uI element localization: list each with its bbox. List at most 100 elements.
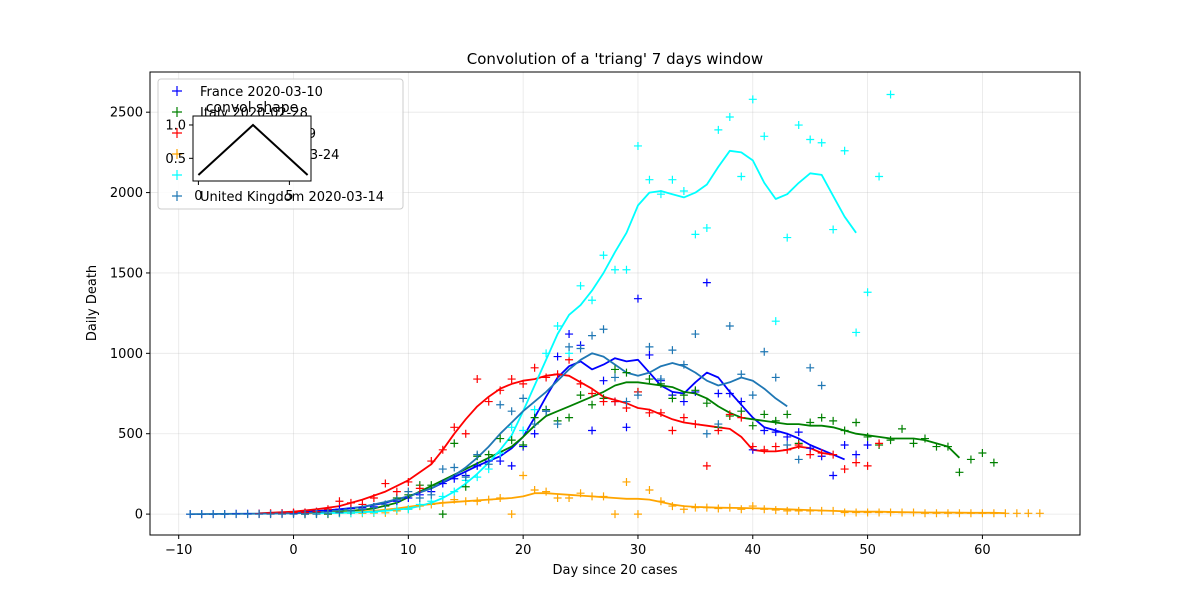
data-point — [507, 407, 516, 416]
data-point — [783, 410, 792, 419]
data-point — [599, 492, 608, 501]
data-point — [806, 418, 815, 427]
data-point — [278, 510, 287, 519]
data-point — [737, 370, 746, 379]
data-point — [369, 494, 378, 503]
y-tick-label: 1500 — [110, 266, 143, 281]
data-point — [553, 494, 562, 503]
data-point — [679, 391, 688, 400]
y-tick-label: 500 — [118, 427, 143, 442]
data-point — [232, 510, 241, 519]
data-point — [668, 175, 677, 184]
data-point — [530, 485, 539, 494]
data-point — [622, 423, 631, 432]
inset-triangle — [197, 123, 309, 176]
data-point — [633, 141, 642, 150]
data-point — [576, 344, 585, 353]
data-point — [875, 172, 884, 181]
data-point — [484, 495, 493, 504]
data-point — [645, 485, 654, 494]
data-point — [588, 331, 597, 340]
data-point — [392, 495, 401, 504]
data-point — [702, 429, 711, 438]
data-point — [668, 394, 677, 403]
data-point — [484, 460, 493, 469]
data-point — [702, 503, 711, 512]
data-point — [783, 506, 792, 515]
data-point — [450, 474, 459, 483]
data-point — [943, 442, 952, 451]
data-point — [737, 172, 746, 181]
data-point — [863, 432, 872, 441]
data-point — [702, 223, 711, 232]
data-point — [461, 497, 470, 506]
data-point — [404, 487, 413, 496]
data-point — [771, 317, 780, 326]
data-point — [530, 420, 539, 429]
data-point — [645, 408, 654, 417]
data-point — [714, 420, 723, 429]
data-point — [507, 461, 516, 470]
data-point — [863, 461, 872, 470]
data-point — [668, 346, 677, 355]
data-point — [611, 373, 619, 382]
data-point — [507, 423, 516, 432]
data-point — [829, 416, 838, 425]
data-point — [542, 487, 551, 496]
data-point — [450, 463, 459, 472]
legend-marker — [172, 86, 182, 96]
legend-label: France 2020-03-10 — [200, 85, 323, 100]
legend-marker — [172, 191, 182, 201]
y-tick-label: 2000 — [110, 186, 143, 201]
data-point — [702, 399, 711, 408]
legend-marker — [172, 170, 182, 180]
data-point — [450, 487, 459, 496]
data-point — [691, 330, 700, 339]
data-point — [484, 397, 493, 406]
inset-y-tick-label: 1.0 — [165, 118, 186, 133]
data-point — [817, 413, 826, 422]
data-point — [209, 510, 218, 519]
data-point — [863, 508, 872, 517]
data-point — [794, 428, 803, 437]
data-point — [496, 400, 505, 409]
data-point — [645, 342, 654, 351]
data-point — [806, 450, 815, 459]
data-point — [461, 429, 470, 438]
legend-marker — [172, 107, 182, 117]
data-point — [438, 479, 447, 488]
data-point — [633, 391, 642, 400]
data-point — [898, 508, 907, 517]
data-point — [611, 365, 619, 374]
data-point — [415, 484, 424, 493]
data-point — [599, 325, 608, 334]
data-point — [576, 281, 585, 290]
data-point — [771, 373, 780, 382]
data-point — [507, 436, 516, 445]
data-point — [507, 510, 516, 519]
series-line-0 — [293, 357, 845, 514]
x-tick-label: 20 — [515, 543, 532, 558]
data-point — [794, 440, 803, 449]
data-point — [725, 322, 734, 331]
data-point — [656, 375, 665, 384]
data-point — [243, 510, 252, 519]
data-point — [1035, 509, 1044, 518]
data-point — [886, 90, 895, 99]
data-point — [817, 381, 826, 390]
data-point — [289, 510, 298, 519]
inset-y-tick-label: 0.5 — [165, 152, 186, 167]
data-point — [645, 175, 654, 184]
data-point — [909, 508, 918, 517]
data-point — [358, 505, 367, 514]
data-point — [519, 471, 528, 480]
data-point — [806, 135, 815, 144]
data-point — [519, 394, 528, 403]
data-point — [588, 389, 597, 398]
y-tick-label: 2500 — [110, 106, 143, 121]
data-point — [771, 416, 780, 425]
x-tick-label: 0 — [289, 543, 297, 558]
x-axis-label: Day since 20 cases — [552, 563, 677, 578]
